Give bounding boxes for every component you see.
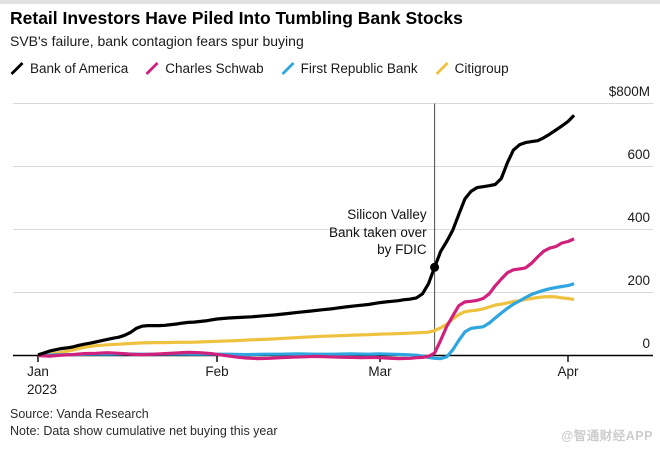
legend-item-bank-of-america: Bank of America — [10, 61, 128, 76]
x-tick-label-apr: Apr — [557, 364, 579, 379]
svb-event-marker — [430, 262, 440, 272]
legend-slash-icon — [435, 61, 449, 75]
chart-title: Retail Investors Have Piled Into Tumblin… — [10, 8, 463, 28]
annotation-line: Bank taken over — [329, 224, 427, 240]
y-tick-label-600: 600 — [627, 147, 650, 162]
y-tick-label-400: 400 — [627, 210, 650, 225]
legend-label: Bank of America — [30, 60, 129, 76]
legend-item-first-republic-bank: First Republic Bank — [281, 61, 418, 76]
legend-slash-icon — [281, 61, 295, 75]
top-border-strip — [0, 0, 660, 4]
annotation-line: by FDIC — [377, 242, 427, 257]
legend-slash-icon — [145, 61, 159, 75]
svb-event-annotation: Silicon Valley Bank taken over by FDIC — [329, 206, 427, 259]
footer: Source: Vanda Research Note: Data show c… — [10, 406, 278, 440]
legend-label: First Republic Bank — [300, 60, 418, 76]
x-tick-label-feb: Feb — [205, 364, 229, 379]
legend-item-citigroup: Citigroup — [435, 61, 509, 76]
watermark: @智通财经APP — [561, 429, 653, 443]
y-tick-label-800: $800M — [608, 84, 650, 99]
y-tick-label-200: 200 — [627, 273, 650, 288]
legend-slash-icon — [10, 61, 24, 75]
x-tick-label-jan: Jan — [27, 364, 49, 379]
x-tick-sublabel-2023: 2023 — [26, 382, 58, 397]
annotation-line: Silicon Valley — [347, 207, 427, 222]
legend-item-charles-schwab: Charles Schwab — [145, 60, 264, 76]
series-line-bank-of-america — [37, 114, 576, 357]
legend-label: Charles Schwab — [165, 60, 264, 76]
y-tick-label-0: 0 — [642, 336, 650, 351]
series-line-charles-schwab — [37, 237, 575, 361]
legend: Bank of America Charles Schwab First Repub… — [10, 59, 650, 77]
legend-label: Citigroup — [454, 60, 509, 76]
series-line-citigroup — [37, 295, 575, 358]
data-note: Note: Data show cumulative net buying th… — [10, 424, 278, 438]
source-note: Source: Vanda Research — [10, 407, 149, 421]
chart-subtitle: SVB's failure, bank contagion fears spur… — [10, 33, 304, 49]
series-line-first-republic-bank — [37, 282, 575, 361]
x-tick-label-mar: Mar — [368, 364, 392, 379]
